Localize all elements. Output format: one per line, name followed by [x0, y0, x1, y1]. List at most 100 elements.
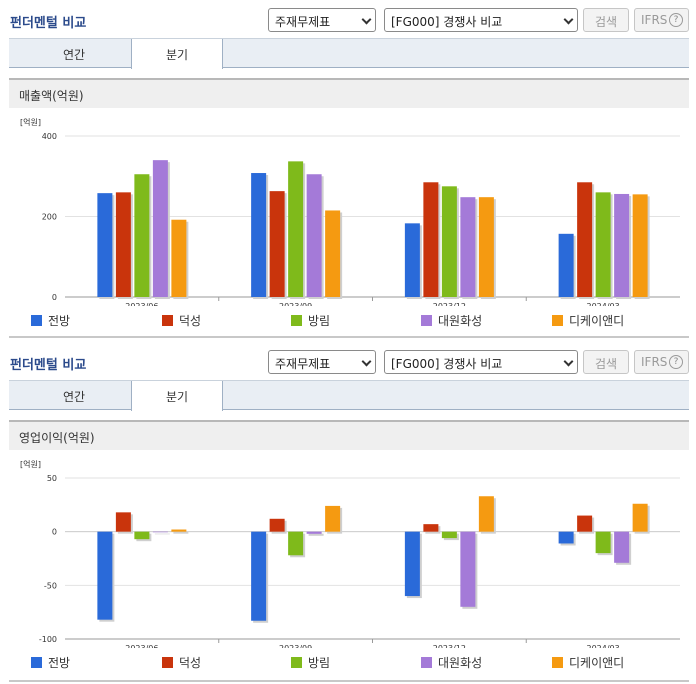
legend-item: 방림	[291, 312, 330, 328]
tab-quarterly[interactable]: 분기	[131, 381, 223, 411]
divider	[9, 680, 689, 682]
bar-대원화성	[614, 531, 630, 563]
bar-방림	[134, 531, 150, 540]
statement-type-select[interactable]: 주재무제표	[268, 8, 376, 32]
bar-전방	[558, 531, 574, 544]
chevron-down-icon	[563, 356, 574, 367]
operating-income-chart-svg: [억원] -100 -50 0 50 2023/06 2023/09 2023/12 2024/…	[20, 459, 680, 648]
tab-quarterly[interactable]: 분기	[131, 39, 223, 69]
bar-방림	[595, 192, 611, 297]
ifrs-button[interactable]: IFRS ?	[634, 350, 689, 374]
bar-디케이앤디	[325, 210, 341, 297]
bar-디케이앤디	[478, 496, 494, 532]
bar-덕성	[115, 512, 131, 532]
legend-swatch	[291, 315, 302, 326]
bar-디케이앤디	[478, 197, 494, 297]
bar-덕성	[423, 524, 439, 532]
x-tick-label: 2023/09	[279, 644, 312, 648]
bar-디케이앤디	[325, 505, 341, 532]
help-icon[interactable]: ?	[669, 13, 683, 27]
legend-swatch	[162, 657, 173, 668]
legend-swatch	[31, 315, 42, 326]
y-tick-label: 200	[42, 213, 57, 222]
legend-item: 덕성	[162, 654, 201, 670]
statement-type-value: 주재무제표	[275, 15, 331, 29]
y-tick-label: -100	[39, 635, 57, 644]
bar-방림	[595, 531, 611, 554]
search-button[interactable]: 검색	[583, 350, 629, 374]
statement-type-value: 주재무제표	[275, 357, 331, 371]
bar-방림	[134, 174, 150, 297]
legend-label: 디케이앤디	[569, 656, 625, 670]
x-tick-label: 2023/06	[125, 302, 158, 306]
legend-label: 대원화성	[438, 656, 483, 670]
compare-group-select[interactable]: [FG000] 경쟁사 비교	[384, 8, 578, 32]
legend-item: 디케이앤디	[552, 312, 624, 328]
bar-방림	[288, 161, 304, 297]
bar-대원화성	[460, 531, 476, 607]
legend-swatch	[552, 315, 563, 326]
x-tick-label: 2023/09	[279, 302, 312, 306]
compare-group-value: [FG000] 경쟁사 비교	[391, 15, 503, 29]
y-tick-label: -50	[44, 581, 57, 590]
y-tick-label: 50	[47, 474, 57, 483]
x-tick-label: 2023/12	[433, 302, 466, 306]
bar-디케이앤디	[632, 194, 648, 297]
tab-annual[interactable]: 연간	[62, 48, 86, 62]
legend-item: 방림	[291, 654, 330, 670]
statement-type-select[interactable]: 주재무제표	[268, 350, 376, 374]
bar-대원화성	[306, 531, 322, 534]
ifrs-button[interactable]: IFRS ?	[634, 8, 689, 32]
bar-대원화성	[152, 160, 168, 297]
bar-전방	[251, 173, 267, 297]
y-tick-label: 0	[52, 293, 57, 302]
bar-전방	[558, 233, 574, 297]
legend-item: 전방	[31, 312, 70, 328]
legend-swatch	[162, 315, 173, 326]
help-icon[interactable]: ?	[669, 355, 683, 369]
panel-header: 펀더멘털 비교 주재무제표 [FG000] 경쟁사 비교 검색 IFRS ?	[0, 0, 696, 38]
legend-swatch	[552, 657, 563, 668]
compare-group-value: [FG000] 경쟁사 비교	[391, 357, 503, 371]
bar-대원화성	[152, 531, 168, 533]
bar-덕성	[577, 182, 593, 297]
panel-header: 펀더멘털 비교 주재무제표 [FG000] 경쟁사 비교 검색 IFRS ?	[0, 342, 696, 380]
compare-group-select[interactable]: [FG000] 경쟁사 비교	[384, 350, 578, 374]
tab-annual[interactable]: 연간	[62, 390, 86, 404]
bar-shadow	[154, 533, 170, 535]
bar-디케이앤디	[171, 529, 187, 532]
bar-대원화성	[460, 197, 476, 297]
legend-swatch	[421, 315, 432, 326]
search-button[interactable]: 검색	[583, 8, 629, 32]
legend-label: 덕성	[179, 656, 202, 670]
ifrs-label: IFRS	[641, 13, 668, 27]
x-tick-label: 2024/03	[587, 644, 620, 648]
legend-swatch	[421, 657, 432, 668]
bar-전방	[404, 223, 420, 297]
bar-덕성	[269, 518, 285, 532]
unit-label: [억원]	[20, 459, 41, 469]
bar-덕성	[423, 182, 439, 297]
legend-label: 방림	[308, 656, 331, 670]
revenue-chart-svg: [억원] 0 200 400 2023/06 2023/09 2023/12 2024/03	[20, 117, 680, 306]
chevron-down-icon	[361, 14, 372, 25]
bar-덕성	[269, 191, 285, 297]
legend-item: 대원화성	[421, 312, 482, 328]
chevron-down-icon	[563, 14, 574, 25]
bar-디케이앤디	[171, 219, 187, 297]
legend-swatch	[291, 657, 302, 668]
bar-방림	[441, 186, 457, 297]
bar-방림	[288, 531, 304, 556]
legend-label: 디케이앤디	[569, 314, 625, 328]
legend-label: 전방	[48, 656, 71, 670]
bar-전방	[404, 531, 420, 597]
revenue-chart: [억원] 0 200 400 2023/06 2023/09 2023/12 2024/03	[0, 110, 696, 306]
ifrs-label: IFRS	[641, 355, 668, 369]
legend-label: 덕성	[179, 314, 202, 328]
period-tabs: 연간 분기	[9, 380, 689, 411]
legend-swatch	[31, 657, 42, 668]
bar-shadow	[308, 533, 324, 536]
legend: 전방 덕성 방림 대원화성 디케이앤디	[0, 312, 696, 328]
bar-방림	[441, 531, 457, 539]
legend: 전방 덕성 방림 대원화성 디케이앤디	[0, 654, 696, 670]
